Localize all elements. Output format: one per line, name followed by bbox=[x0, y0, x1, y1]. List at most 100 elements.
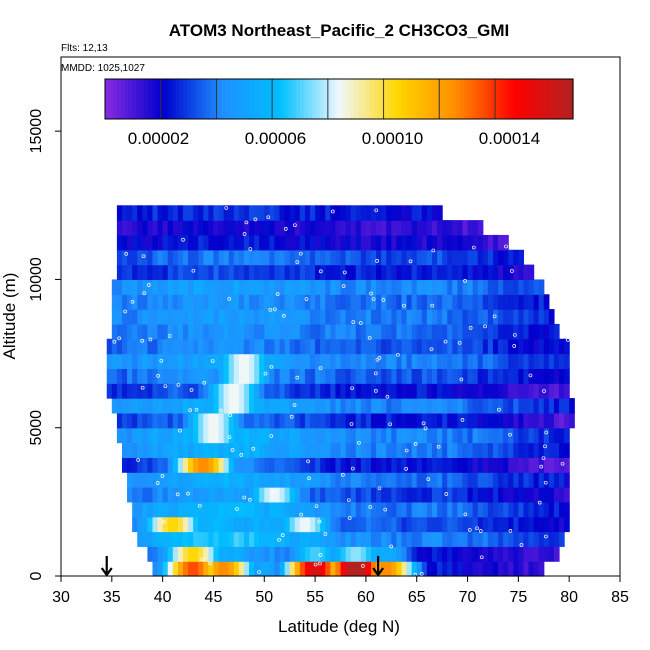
heatmap-cell bbox=[228, 205, 235, 221]
heatmap-cell bbox=[437, 457, 443, 473]
heatmap-cell bbox=[121, 457, 128, 473]
heatmap-cell bbox=[518, 442, 525, 458]
heatmap-cell bbox=[304, 220, 311, 236]
heatmap-cell bbox=[513, 501, 519, 518]
heatmap-cell bbox=[198, 516, 204, 533]
observation-point bbox=[318, 269, 323, 274]
observation-point bbox=[162, 519, 166, 524]
heatmap-cell bbox=[498, 531, 504, 547]
heatmap-cell bbox=[320, 338, 326, 355]
heatmap-cell bbox=[325, 398, 331, 414]
heatmap-cell bbox=[411, 264, 418, 281]
heatmap-cell bbox=[182, 516, 189, 533]
heatmap-cell bbox=[249, 234, 255, 251]
heatmap-cell bbox=[355, 264, 362, 281]
heatmap-cell bbox=[304, 398, 311, 414]
heatmap-cell bbox=[543, 472, 550, 488]
colorbar-segment bbox=[116, 79, 122, 119]
observation-point bbox=[426, 477, 431, 481]
heatmap-cell bbox=[538, 338, 545, 355]
annotation-flights: Flts: 12,13 bbox=[61, 43, 108, 54]
heatmap-cell bbox=[426, 353, 433, 369]
heatmap-cell bbox=[182, 353, 189, 369]
heatmap-cell bbox=[254, 412, 260, 429]
heatmap-cell bbox=[477, 368, 484, 384]
heatmap-cell bbox=[391, 427, 397, 444]
heatmap-cell bbox=[386, 323, 392, 340]
heatmap-cell bbox=[559, 501, 565, 518]
heatmap-cell bbox=[498, 234, 504, 251]
heatmap-cell bbox=[188, 412, 194, 429]
heatmap-cell bbox=[193, 427, 199, 444]
observation-point bbox=[253, 217, 258, 222]
heatmap-cell bbox=[203, 412, 209, 429]
heatmap-cell bbox=[228, 501, 235, 518]
heatmap-cell bbox=[386, 412, 392, 429]
heatmap-cell bbox=[355, 546, 362, 562]
heatmap-cell bbox=[498, 353, 504, 369]
heatmap-cell bbox=[365, 294, 372, 310]
heatmap-cell bbox=[365, 383, 372, 399]
heatmap-cell bbox=[472, 309, 479, 325]
heatmap-cell bbox=[523, 487, 530, 503]
heatmap-cell bbox=[442, 294, 448, 310]
heatmap-cell bbox=[360, 516, 367, 533]
heatmap-cell bbox=[299, 531, 306, 547]
heatmap-cell bbox=[254, 368, 260, 384]
heatmap-cell bbox=[492, 457, 499, 473]
heatmap-cell bbox=[421, 501, 428, 518]
heatmap-cell bbox=[386, 368, 392, 384]
heatmap-cell bbox=[513, 309, 519, 325]
heatmap-cell bbox=[365, 561, 372, 577]
heatmap-cell bbox=[228, 294, 235, 310]
observation-point bbox=[156, 374, 160, 378]
heatmap-cell bbox=[350, 383, 357, 399]
heatmap-cell bbox=[533, 516, 540, 533]
heatmap-cell bbox=[396, 457, 403, 473]
heatmap-cell bbox=[330, 442, 337, 458]
heatmap-cell bbox=[462, 427, 469, 444]
heatmap-cell bbox=[167, 427, 174, 444]
heatmap-cell bbox=[355, 368, 362, 384]
heatmap-cell bbox=[289, 442, 296, 458]
heatmap-cell bbox=[498, 249, 504, 266]
heatmap-cell bbox=[370, 353, 377, 369]
heatmap-cell bbox=[299, 294, 306, 310]
observation-point bbox=[504, 244, 508, 249]
heatmap-cell bbox=[528, 516, 535, 533]
heatmap-cell bbox=[370, 412, 377, 429]
heatmap-cell bbox=[518, 427, 525, 444]
heatmap-cell bbox=[259, 501, 265, 518]
heatmap-cell bbox=[249, 294, 255, 310]
heatmap-cell bbox=[249, 472, 255, 488]
heatmap-cell bbox=[254, 294, 260, 310]
heatmap-cell bbox=[396, 353, 403, 369]
heatmap-cell bbox=[167, 516, 174, 533]
heatmap-cell bbox=[127, 412, 133, 429]
heatmap-cell bbox=[228, 309, 235, 325]
colorbar-segment bbox=[331, 79, 336, 119]
heatmap-cell bbox=[492, 501, 499, 518]
heatmap-cell bbox=[259, 294, 265, 310]
heatmap-cell bbox=[172, 234, 179, 251]
observation-point bbox=[519, 543, 524, 547]
heatmap-cell bbox=[376, 220, 382, 236]
heatmap-cell bbox=[421, 442, 428, 458]
heatmap-cell bbox=[437, 427, 443, 444]
heatmap-cell bbox=[269, 383, 276, 399]
heatmap-cell bbox=[111, 368, 118, 384]
heatmap-cell bbox=[233, 323, 240, 340]
heatmap-cell bbox=[152, 220, 159, 236]
colorbar-segment bbox=[151, 79, 157, 119]
heatmap-cell bbox=[376, 487, 382, 503]
annotation-mmdd: MMDD: 1025,1027 bbox=[61, 63, 145, 74]
heatmap-cell bbox=[188, 487, 194, 503]
heatmap-cell bbox=[528, 472, 535, 488]
heatmap-cell bbox=[167, 368, 174, 384]
heatmap-cell bbox=[162, 294, 169, 310]
heatmap-cell bbox=[340, 442, 347, 458]
heatmap-cell bbox=[315, 457, 321, 473]
heatmap-cell bbox=[370, 442, 377, 458]
colorbar-segment bbox=[452, 79, 457, 119]
heatmap-cell bbox=[543, 412, 550, 429]
